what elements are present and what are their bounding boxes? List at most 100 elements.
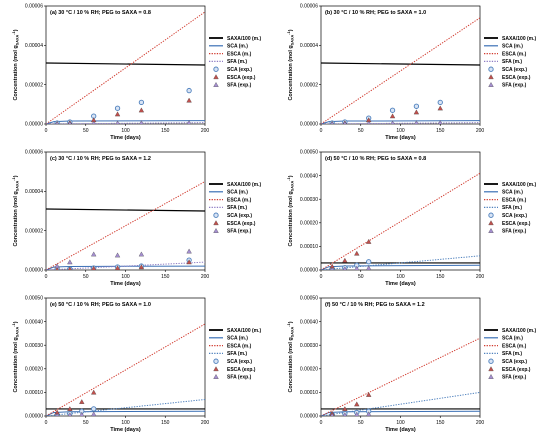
legend-label: SFA (exp.) xyxy=(502,375,527,381)
data-point xyxy=(114,111,121,117)
legend-label: SCA (exp.) xyxy=(502,359,527,365)
plot-frame xyxy=(45,297,206,417)
x-tick-label: 0 xyxy=(320,274,323,280)
legend-label: SAXA/100 (m.) xyxy=(502,328,537,334)
y-axis-label: Concentration (mol gSAXA-1) xyxy=(287,29,295,100)
panel-3: 0 50 100 150 200 0.00000 0.00010 0.00020 0.00030… xyxy=(287,150,537,287)
x-tick-label: 150 xyxy=(436,128,445,134)
y-tick-label: 0.00030 xyxy=(300,197,318,203)
series-line xyxy=(321,255,480,270)
data-point xyxy=(342,257,348,263)
series-line xyxy=(321,122,480,124)
legend-swatch xyxy=(488,374,494,379)
y-tick-label: 0.00020 xyxy=(25,367,43,373)
x-tick-label: 50 xyxy=(358,274,364,280)
data-point xyxy=(343,120,347,124)
y-tick-label: 0.00000 xyxy=(25,414,43,420)
series-line xyxy=(46,265,205,270)
data-point xyxy=(54,263,60,269)
panel-title: (b) 30 °C / 10 % RH; PEG to SAXA = 1.0 xyxy=(325,10,426,16)
series-line xyxy=(46,181,205,270)
legend-swatch xyxy=(213,74,219,80)
series-line xyxy=(46,261,205,270)
y-axis-label: Concentration (mol gSAXA-1) xyxy=(12,175,20,246)
legend-label: SFA (exp.) xyxy=(227,375,252,381)
y-axis-label: Concentration (mol gSAXA-1) xyxy=(12,321,20,392)
data-point xyxy=(91,120,96,124)
x-tick-label: 50 xyxy=(358,128,364,134)
data-point xyxy=(67,406,73,411)
x-tick-label: 200 xyxy=(201,420,210,426)
x-tick-label: 200 xyxy=(201,128,210,134)
legend-label: SFA (exp.) xyxy=(502,83,527,89)
data-point xyxy=(186,120,192,124)
data-point xyxy=(413,109,420,115)
legend-label: ESCA (exp.) xyxy=(502,221,531,227)
legend-label: SFA (m.) xyxy=(502,351,522,357)
panel-1: 0 50 100 150 200 0.00000 0.00002 0.00004 0.00006… xyxy=(287,4,537,141)
legend-label: SCA (exp.) xyxy=(227,213,252,219)
series-line xyxy=(321,62,480,66)
data-point xyxy=(67,259,73,265)
data-point xyxy=(55,121,59,124)
legend-label: SAXA/100 (m.) xyxy=(502,182,537,188)
legend-swatch xyxy=(488,74,494,80)
y-tick-label: 0.00000 xyxy=(25,122,43,128)
panel-title: (a) 30 °C / 10 % RH; PEG to SAXA = 0.8 xyxy=(50,10,151,16)
x-tick-label: 100 xyxy=(121,420,130,426)
legend-swatch xyxy=(488,82,494,87)
data-point xyxy=(138,264,145,270)
legend-label: SCA (m.) xyxy=(502,44,523,50)
panel-5: 0 50 100 150 200 0.00000 0.00010 0.00020 0.00030… xyxy=(287,296,537,433)
data-point xyxy=(390,120,395,124)
panel-title: (e) 50 °C / 10 % RH; PEG to SAXA = 1.0 xyxy=(50,302,151,308)
y-tick-label: 0.00040 xyxy=(300,173,318,179)
data-point xyxy=(414,120,419,124)
data-point xyxy=(79,399,85,404)
legend-label: SCA (exp.) xyxy=(227,67,252,73)
y-tick-label: 0.00010 xyxy=(25,390,43,396)
x-tick-label: 0 xyxy=(45,274,48,280)
legend-label: ESCA (exp.) xyxy=(502,367,531,373)
data-point xyxy=(139,120,144,124)
series-line xyxy=(46,120,205,124)
data-point xyxy=(342,266,347,270)
y-tick-label: 0.00000 xyxy=(300,414,318,420)
legend-label: SCA (exp.) xyxy=(227,359,252,365)
x-tick-label: 100 xyxy=(396,274,405,280)
data-point xyxy=(186,248,192,254)
series-line xyxy=(321,337,480,416)
data-point xyxy=(186,259,192,265)
data-point xyxy=(138,107,145,113)
data-point xyxy=(437,99,443,106)
legend-label: SAXA/100 (m.) xyxy=(227,36,262,42)
y-tick-label: 0.00004 xyxy=(25,189,43,195)
legend-swatch xyxy=(488,228,494,233)
x-tick-label: 50 xyxy=(83,420,89,426)
data-point xyxy=(366,265,372,270)
legend-label: SFA (m.) xyxy=(227,205,247,211)
y-tick-label: 0.00000 xyxy=(25,268,43,274)
x-tick-label: 150 xyxy=(161,274,170,280)
data-point xyxy=(91,389,97,395)
data-point xyxy=(389,113,396,119)
panel-title: (d) 50 °C / 10 % RH; PEG to SAXA = 0.8 xyxy=(325,156,426,162)
data-point xyxy=(114,252,121,258)
data-point xyxy=(91,406,97,412)
y-tick-label: 0.00040 xyxy=(25,319,43,325)
data-point xyxy=(67,266,72,270)
y-tick-label: 0.00050 xyxy=(25,296,43,302)
x-axis-label: Time (days) xyxy=(110,427,141,433)
legend-swatch xyxy=(213,366,219,372)
legend-swatch xyxy=(488,212,494,218)
series-group xyxy=(46,323,205,416)
panel-2: 0 50 100 150 200 0.00000 0.00002 0.00004 0.00006… xyxy=(12,150,262,287)
x-axis-label: Time (days) xyxy=(385,281,416,287)
legend-label: SCA (exp.) xyxy=(502,67,527,73)
data-point xyxy=(330,266,334,270)
y-tick-label: 0.00010 xyxy=(300,244,318,250)
legend-label: SAXA/100 (m.) xyxy=(227,182,262,188)
x-axis-label: Time (days) xyxy=(110,281,141,287)
y-tick-label: 0.00040 xyxy=(300,319,318,325)
legend-swatch xyxy=(488,66,494,72)
